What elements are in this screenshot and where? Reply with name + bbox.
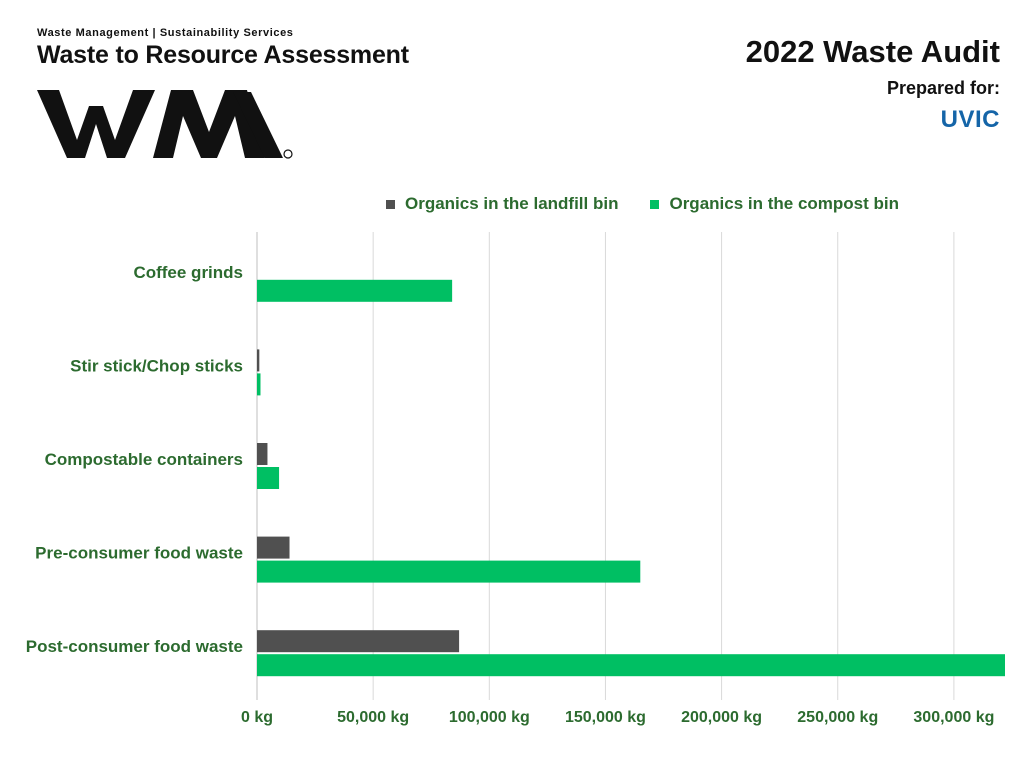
x-tick-label-1: 50,000 kg <box>337 709 409 726</box>
legend-swatch-compost <box>650 199 660 209</box>
bar-landfill-1 <box>257 349 260 372</box>
audit-title: 2022 Waste Audit <box>745 34 1000 69</box>
legend-label-compost: Organics in the compost bin <box>669 194 899 213</box>
bar-compost-4 <box>257 654 1005 677</box>
category-label-2: Compostable containers <box>45 450 243 469</box>
legend-label-landfill: Organics in the landfill bin <box>405 194 619 213</box>
bar-landfill-3 <box>257 536 290 559</box>
x-tick-label-3: 150,000 kg <box>565 709 646 726</box>
legend-item-landfill: Organics in the landfill bin <box>386 194 618 214</box>
x-tick-label-6: 300,000 kg <box>913 709 994 726</box>
bar-compost-2 <box>257 467 280 489</box>
report-title: Waste to Resource Assessment <box>37 41 409 69</box>
wm-logo <box>37 90 293 159</box>
bar-compost-0 <box>257 279 453 302</box>
legend-swatch-landfill <box>386 199 395 209</box>
category-label-3: Pre-consumer food waste <box>35 544 243 563</box>
category-label-0: Coffee grinds <box>133 263 243 282</box>
bar-landfill-2 <box>257 443 268 465</box>
legend-item-compost: Organics in the compost bin <box>650 194 899 214</box>
x-tick-label-2: 100,000 kg <box>449 709 530 726</box>
bar-compost-1 <box>257 373 261 396</box>
report-kicker: Waste Management | Sustainability Servic… <box>37 27 294 39</box>
client-logo: UVIC <box>940 106 1000 133</box>
category-label-1: Stir stick/Chop sticks <box>70 356 243 375</box>
x-tick-label-4: 200,000 kg <box>681 709 762 726</box>
bar-landfill-4 <box>257 630 460 653</box>
category-label-4: Post-consumer food waste <box>26 637 243 656</box>
x-tick-label-0: 0 kg <box>241 709 273 726</box>
x-tick-label-5: 250,000 kg <box>797 709 878 726</box>
bar-compost-3 <box>257 560 641 583</box>
prepared-for-label: Prepared for: <box>886 78 1000 98</box>
chart-legend: Organics in the landfill bin Organics in… <box>386 194 931 214</box>
